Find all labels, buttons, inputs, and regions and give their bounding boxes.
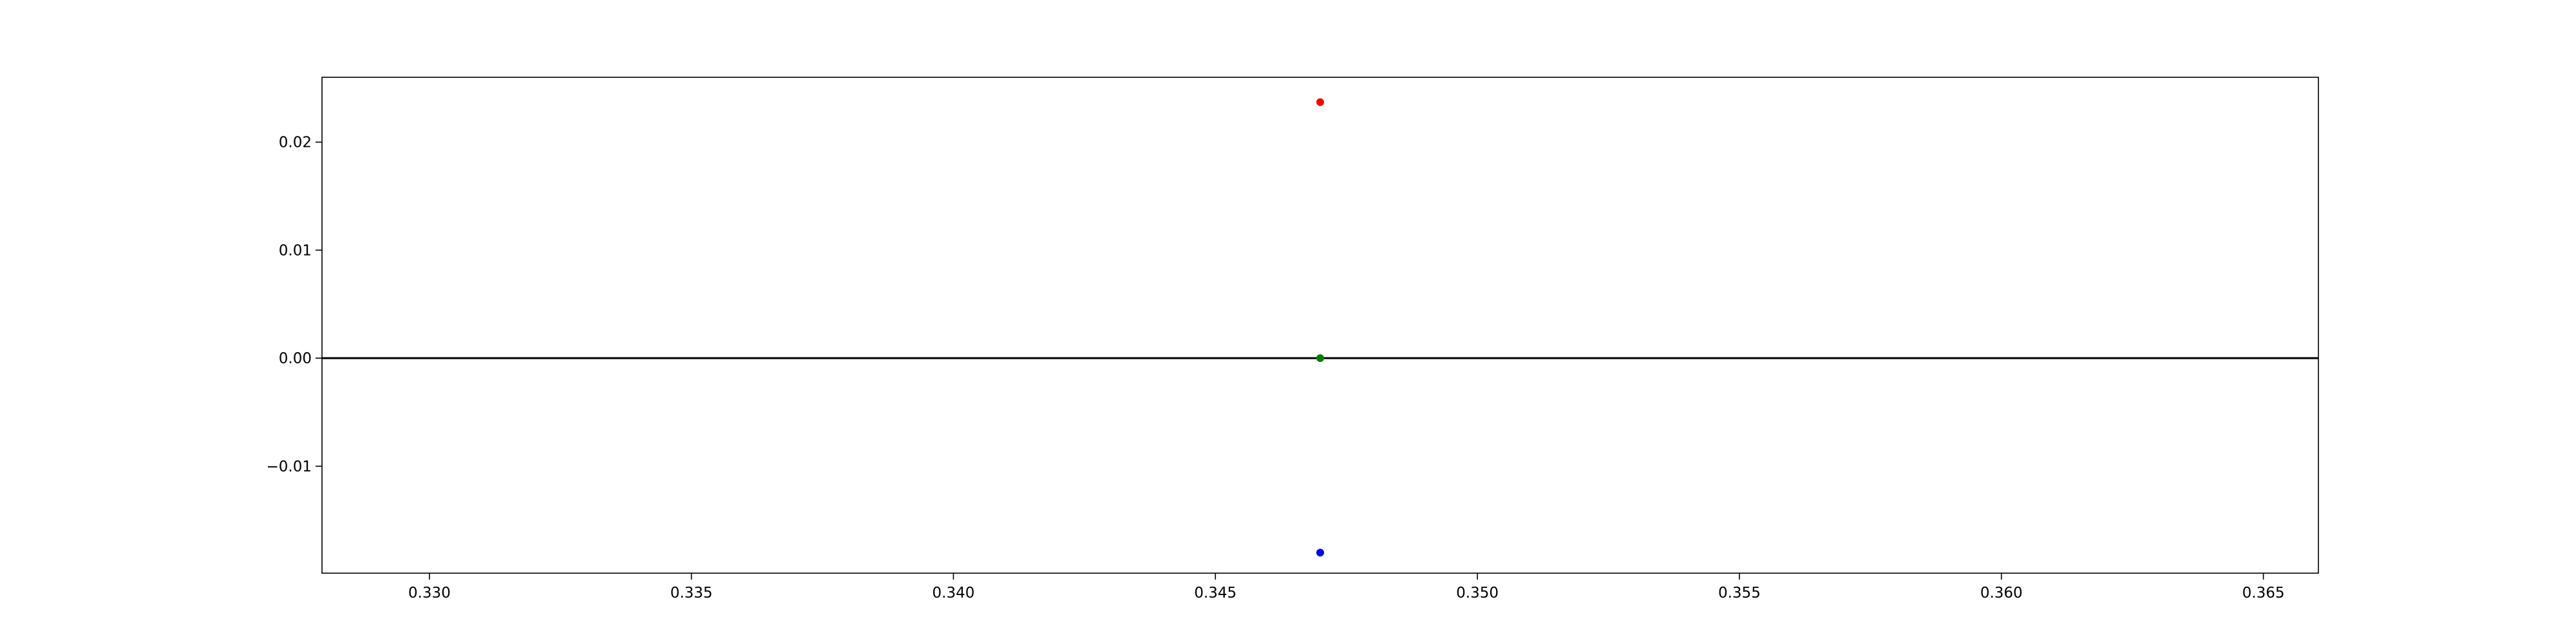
data-point-1: [1316, 354, 1324, 363]
x-tick-label: 0.340: [933, 585, 975, 601]
x-tick-label: 0.365: [2242, 585, 2285, 601]
x-tick-label: 0.355: [1718, 585, 1761, 601]
plot-background: [322, 77, 2318, 573]
y-tick-label: 0.01: [279, 242, 312, 259]
data-point-2: [1316, 549, 1324, 557]
x-tick-label: 0.360: [1980, 585, 2023, 601]
y-tick-label: 0.02: [279, 135, 312, 151]
data-points: [1316, 98, 1324, 557]
x-tick-label: 0.330: [408, 585, 451, 601]
plot-area: [322, 77, 2318, 573]
x-tick-label: 0.345: [1194, 585, 1236, 601]
data-point-0: [1316, 98, 1324, 106]
x-axis: 0.330 0.335 0.340 0.345 0.350 0.355 0.360 0.365: [408, 573, 2285, 601]
x-tick-label: 0.350: [1456, 585, 1499, 601]
y-tick-label: −0.01: [267, 459, 312, 475]
axes-frame: [321, 77, 2319, 574]
x-tick-label: 0.335: [670, 585, 713, 601]
y-tick-label: 0.00: [279, 350, 312, 367]
y-axis: 0.02 0.01 0.00 −0.01: [267, 135, 322, 475]
